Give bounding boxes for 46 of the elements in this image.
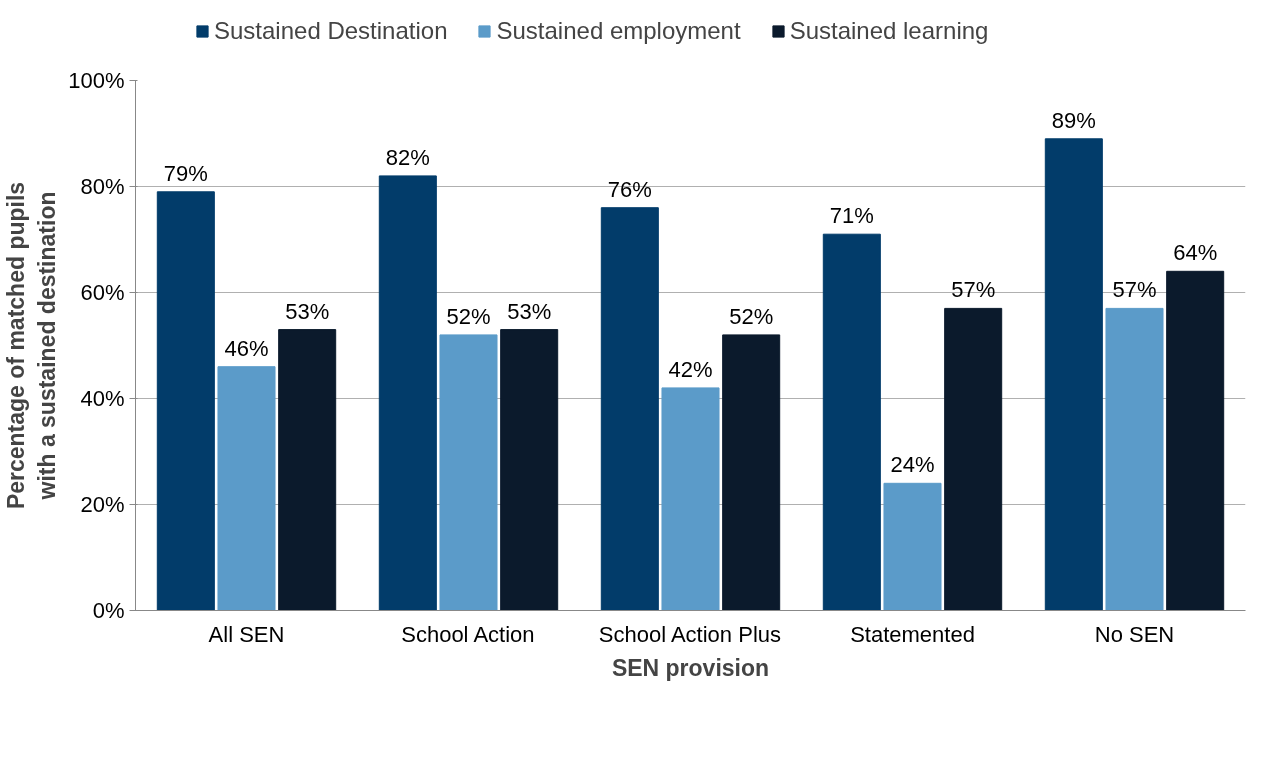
y-axis-title: Percentage of matched pupils with a sustained destination bbox=[3, 181, 61, 510]
data-label: 24% bbox=[890, 452, 935, 478]
data-label: 42% bbox=[668, 356, 713, 382]
x-tick-label: School Action bbox=[401, 621, 535, 647]
y-tick-label: 20% bbox=[80, 492, 125, 517]
legend-label: Sustained employment bbox=[496, 17, 741, 45]
data-label: 53% bbox=[507, 298, 552, 324]
bar bbox=[217, 366, 276, 611]
x-axis-title: SEN provision bbox=[611, 654, 770, 681]
bar bbox=[1105, 307, 1164, 611]
data-label: 82% bbox=[385, 144, 430, 170]
x-tick-label: No SEN bbox=[1094, 621, 1175, 647]
y-tick-label: 40% bbox=[80, 386, 125, 411]
data-label: 64% bbox=[1173, 240, 1218, 266]
bar bbox=[883, 482, 942, 611]
data-label: 79% bbox=[163, 160, 208, 186]
data-label: 57% bbox=[1112, 277, 1157, 303]
data-label: 89% bbox=[1051, 107, 1096, 133]
bar bbox=[1166, 270, 1225, 611]
x-tick-label: School Action Plus bbox=[598, 621, 782, 647]
bar bbox=[156, 191, 215, 611]
y-tick-label: 60% bbox=[80, 280, 125, 305]
bar bbox=[500, 329, 559, 611]
data-label: 52% bbox=[446, 303, 491, 329]
legend-label: Sustained learning bbox=[789, 17, 989, 45]
legend-label: Sustained Destination bbox=[214, 17, 448, 45]
data-label: 53% bbox=[285, 298, 330, 324]
data-label: 76% bbox=[607, 176, 652, 202]
x-tick-label: Statemented bbox=[850, 621, 975, 647]
data-label: 57% bbox=[951, 277, 996, 303]
data-label: 52% bbox=[729, 303, 774, 329]
bar bbox=[1044, 138, 1103, 611]
data-label: 71% bbox=[829, 203, 874, 229]
y-tick-label: 80% bbox=[80, 174, 125, 199]
bar bbox=[378, 175, 437, 611]
bar bbox=[278, 329, 337, 611]
bar bbox=[944, 307, 1003, 611]
x-tick-label: All SEN bbox=[208, 621, 285, 647]
bar bbox=[722, 334, 781, 611]
y-tick-label: 100% bbox=[68, 68, 125, 93]
bar bbox=[600, 207, 659, 611]
bar bbox=[661, 387, 720, 611]
y-tick-label: 0% bbox=[92, 598, 125, 623]
data-label: 46% bbox=[224, 335, 269, 361]
bar bbox=[822, 233, 881, 611]
bar bbox=[439, 334, 498, 611]
